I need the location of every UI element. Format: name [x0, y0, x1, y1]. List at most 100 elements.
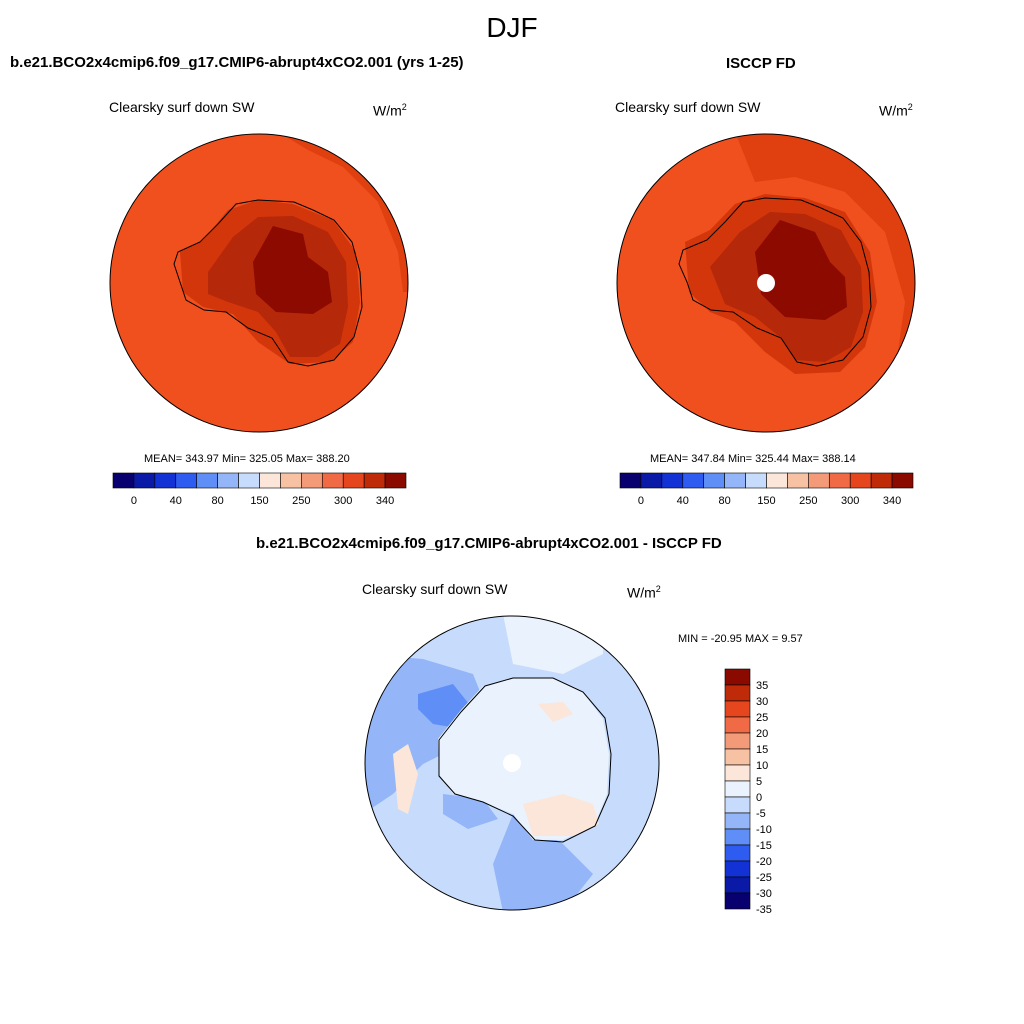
colorbar-box: [724, 716, 751, 734]
colorbar-label: 250: [292, 495, 310, 507]
antarctic-coastline: [438, 677, 612, 843]
outer-ring-band: [735, 134, 915, 432]
colorbar-box: [724, 892, 751, 910]
antarctic-coastline: [173, 199, 363, 367]
colorbar-box: [724, 764, 751, 782]
colorbar-label: 40: [170, 495, 182, 507]
colorbar-box: [661, 472, 684, 489]
colorbar-diff: 35 30 25 20 15 10 5 0 -5 -10 -15 -20 -25 -30 -35: [724, 668, 772, 914]
panel-model-title: b.e21.BCO2x4cmip6.f09_g17.CMIP6-abrupt4x…: [10, 54, 464, 71]
colorbar-box: [259, 472, 281, 489]
colorbar-box: [724, 668, 751, 686]
colorbar-box: [724, 748, 751, 766]
colorbar-box: [724, 732, 751, 750]
colorbar-box: [724, 472, 746, 489]
colorbar-label: 150: [250, 495, 268, 507]
colorbar-box: [217, 472, 239, 489]
positive-region-east: [523, 794, 599, 836]
map-model: [109, 133, 409, 433]
colorbar-box: [724, 780, 751, 798]
map-border: [364, 615, 660, 911]
map-obs: [616, 133, 916, 433]
colorbar-box: [870, 472, 893, 489]
colorbar-box: [619, 472, 642, 489]
colorbar-label: 340: [883, 495, 901, 507]
colorbar-box: [280, 472, 302, 489]
colorbar-box: [703, 472, 725, 489]
panel-model-stats: MEAN= 343.97 Min= 325.05 Max= 388.20: [144, 453, 350, 465]
colorbar-label: 80: [719, 495, 731, 507]
colorbar-box: [196, 472, 218, 489]
colorbar-box: [724, 860, 751, 878]
colorbar-box: [724, 844, 751, 862]
colorbar-box: [133, 472, 156, 489]
colorbar-box: [724, 812, 751, 830]
colorbar-label: -20: [756, 856, 772, 868]
panel-obs-units: W/m2: [879, 102, 913, 119]
colorbar-label: 10: [756, 760, 768, 772]
colorbar-label: -25: [756, 872, 772, 884]
pole-missing-data: [757, 274, 775, 292]
panel-obs-stats: MEAN= 347.84 Min= 325.44 Max= 388.14: [650, 453, 856, 465]
positive-patch-north: [538, 702, 573, 722]
colorbar-box: [175, 472, 198, 489]
colorbar-label: 250: [799, 495, 817, 507]
positive-patch-west: [393, 744, 418, 814]
colorbar-box: [342, 472, 365, 489]
colorbar-box: [112, 472, 135, 489]
colorbar-label: 80: [212, 495, 224, 507]
high-plateau: [755, 220, 847, 320]
colorbar-label: 340: [376, 495, 394, 507]
colorbar-box: [787, 472, 809, 489]
colorbar-label: 15: [756, 744, 768, 756]
map-diff: [364, 615, 660, 911]
figure-title: DJF: [486, 12, 538, 43]
panel-obs-title: ISCCP FD: [726, 55, 796, 72]
colorbar-label: 30: [756, 696, 768, 708]
panel-model-variable: Clearsky surf down SW: [109, 99, 255, 115]
colorbar-label: 20: [756, 728, 768, 740]
colorbar-box: [724, 700, 751, 718]
colorbar-label: 35: [756, 680, 768, 692]
colorbar-label: -30: [756, 888, 772, 900]
colorbar-box: [640, 472, 663, 489]
colorbar-box: [363, 472, 386, 489]
colorbar-box: [766, 472, 788, 489]
colorbar-box: [384, 472, 407, 489]
colorbar-label: 0: [638, 495, 644, 507]
colorbar-box: [828, 472, 851, 489]
colorbar-label: 300: [334, 495, 352, 507]
map-border: [616, 133, 916, 433]
colorbar-box: [154, 472, 177, 489]
pole-missing-data: [503, 754, 521, 772]
colorbar-box: [301, 472, 323, 489]
panel-model-units: W/m2: [373, 102, 407, 119]
colorbar-box: [724, 684, 751, 702]
colorbar-label: 40: [677, 495, 689, 507]
colorbar-label: 150: [757, 495, 775, 507]
colorbar-label: -15: [756, 840, 772, 852]
panel-diff-units: W/m2: [627, 584, 661, 601]
colorbar-label: -5: [756, 808, 766, 820]
colorbar-box: [849, 472, 872, 489]
colorbar-label: 0: [131, 495, 137, 507]
panel-diff-title: b.e21.BCO2x4cmip6.f09_g17.CMIP6-abrupt4x…: [256, 535, 722, 552]
colorbar-box: [724, 796, 751, 814]
panel-obs-variable: Clearsky surf down SW: [615, 99, 761, 115]
colorbar-label: -35: [756, 904, 772, 914]
antarctic-coastline: [678, 197, 872, 367]
colorbar-label: 300: [841, 495, 859, 507]
colorbar-box: [321, 472, 344, 489]
colorbar-box: [724, 876, 751, 894]
colorbar-box: [891, 472, 914, 489]
colorbar-label: -10: [756, 824, 772, 836]
colorbar-box: [745, 472, 767, 489]
colorbar-model: 04080150250300340380: [112, 472, 407, 507]
colorbar-label: 5: [756, 776, 762, 788]
map-border: [109, 133, 409, 433]
colorbar-box: [238, 472, 260, 489]
high-plateau: [253, 226, 332, 314]
panel-diff-variable: Clearsky surf down SW: [362, 581, 508, 597]
colorbar-box: [724, 828, 751, 846]
colorbar-label: 0: [756, 792, 762, 804]
